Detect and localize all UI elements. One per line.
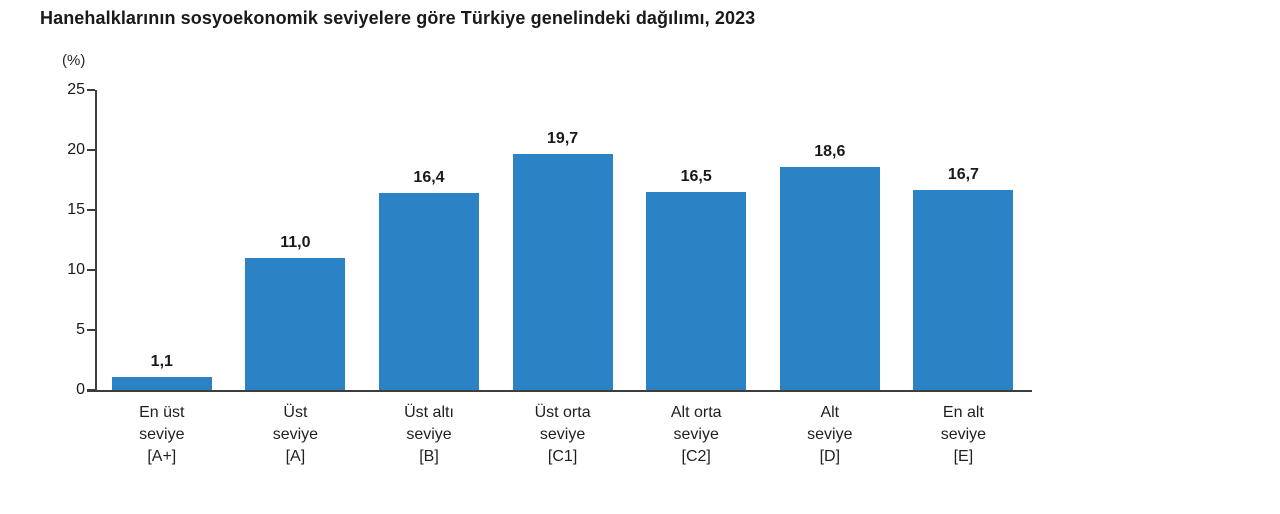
- category-label: Üst orta seviye [C1]: [534, 404, 591, 465]
- bar: [646, 192, 747, 390]
- chart-title: Hanehalklarının sosyoekonomik seviyelere…: [40, 8, 756, 28]
- y-axis-line: [95, 90, 97, 392]
- category-label: En alt seviye [E]: [940, 404, 987, 465]
- y-tick-label: 5: [76, 321, 85, 338]
- bar-value-label: 18,6: [814, 142, 846, 160]
- bar-value-label: 16,5: [680, 168, 712, 185]
- bar: [379, 193, 479, 390]
- y-tick-label: 10: [67, 261, 85, 278]
- bar: [913, 189, 1014, 390]
- bar: [779, 166, 880, 390]
- y-tick-mark: [87, 269, 95, 271]
- bar: [111, 376, 212, 390]
- category-label: Alt seviye [D]: [807, 404, 853, 465]
- x-axis-line: [87, 390, 1032, 392]
- bar-value-label: 16,4: [413, 169, 445, 187]
- y-tick-mark: [87, 89, 95, 91]
- y-tick-label: 20: [67, 141, 85, 158]
- category-label: Alt orta seviye [C2]: [670, 404, 722, 465]
- y-tick-mark: [87, 329, 95, 331]
- bar-value-label: 1,1: [150, 352, 173, 370]
- y-tick-mark: [87, 149, 95, 151]
- y-tick-label: 15: [67, 201, 85, 218]
- bar: [245, 258, 346, 390]
- bar-value-label: 16,7: [947, 165, 979, 183]
- category-label: Üst altı seviye [B]: [404, 404, 454, 465]
- category-label: Üst seviye [A]: [272, 404, 319, 465]
- category-label: En üst seviye [A+]: [139, 404, 185, 465]
- y-tick-label: 25: [67, 81, 85, 98]
- y-axis-unit-label: (%): [62, 52, 86, 69]
- bar-value-label: 19,7: [547, 129, 579, 147]
- y-tick-mark: [87, 389, 95, 391]
- bar-value-label: 11,0: [280, 234, 311, 251]
- bar: [512, 153, 613, 390]
- y-tick-label: 0: [76, 381, 85, 398]
- y-tick-mark: [87, 209, 95, 211]
